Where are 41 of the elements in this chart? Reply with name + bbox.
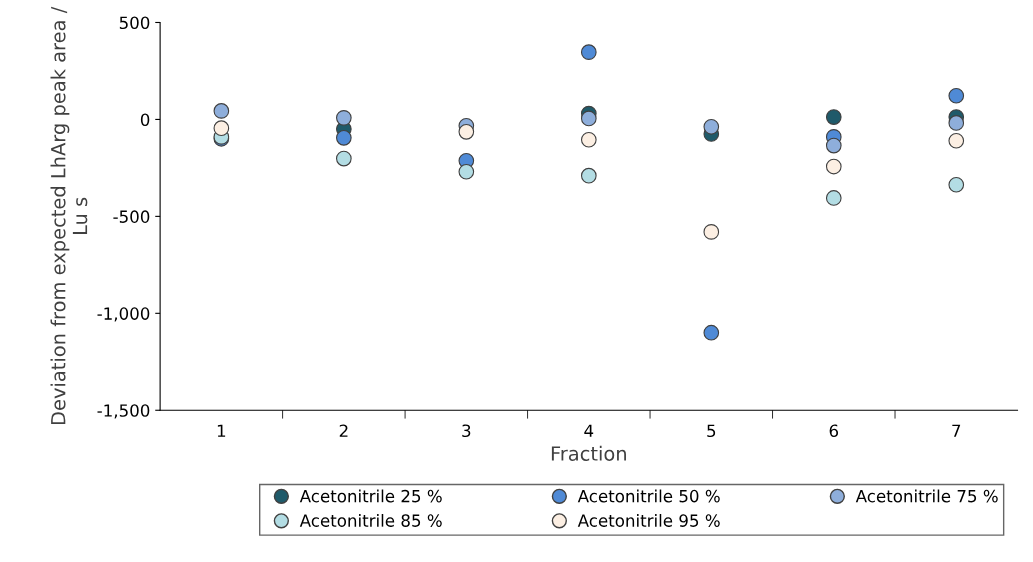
point: [336, 150, 352, 167]
point: [336, 130, 352, 146]
legend-label: Acetonitrile 50 %: [577, 489, 720, 503]
point: [580, 110, 597, 127]
y-tick-label: -1,000: [97, 307, 150, 322]
x-tick-label: 1: [217, 424, 226, 437]
x-tick-label: 2: [339, 424, 348, 437]
point: [825, 158, 842, 175]
y-axis-title: Deviation from expected LhArg peak area / Lu s: [50, 6, 88, 425]
point: [948, 115, 965, 131]
y-tick-label: -1,500: [97, 404, 150, 419]
point: [825, 190, 842, 206]
point: [825, 109, 842, 125]
legend-label: Acetonitrile 75 %: [855, 489, 998, 503]
legend-label: Acetonitrile 25 %: [299, 489, 442, 503]
point: [336, 110, 352, 126]
legend-label: Acetonitrile 95 %: [577, 513, 720, 527]
x-tick-label: 7: [952, 424, 961, 437]
point: [703, 324, 720, 341]
point: [703, 224, 720, 240]
x-tick-label: 3: [462, 424, 471, 438]
point: [825, 137, 842, 154]
point: [703, 118, 720, 135]
x-axis-title: Fraction: [551, 445, 626, 461]
legend-label: Acetonitrile 85 %: [299, 513, 442, 527]
point: [580, 44, 597, 60]
y-tick-label: 500: [119, 16, 150, 30]
point: [948, 132, 965, 149]
x-tick-label: 5: [707, 424, 716, 438]
point: [580, 131, 597, 148]
point: [580, 167, 597, 184]
point: [213, 103, 230, 119]
x-tick-label: 6: [829, 424, 839, 438]
point: [213, 120, 230, 136]
point: [948, 87, 965, 104]
point: [458, 123, 475, 140]
y-tick-label: -500: [113, 210, 150, 223]
y-tick-label: 0: [140, 113, 150, 126]
point: [458, 163, 475, 180]
point: [948, 176, 965, 193]
x-tick-label: 4: [584, 424, 594, 437]
